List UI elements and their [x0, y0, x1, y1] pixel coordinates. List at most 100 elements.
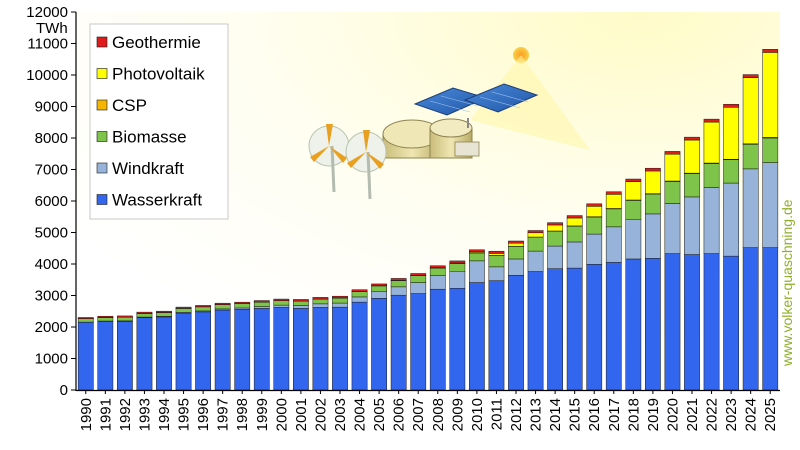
bar-wasserkraft-2015 [566, 267, 583, 391]
x-tick-label: 2011 [488, 398, 505, 430]
bar-windkraft-2021 [684, 196, 700, 255]
bar-stack-1997 [214, 302, 231, 391]
bar-biomasse-1999 [253, 301, 270, 307]
x-tick-label: 2015 [567, 398, 584, 431]
bar-biomasse-1994 [156, 312, 172, 317]
bar-geothermie-2008 [429, 265, 446, 268]
bar-wasserkraft-2000 [273, 307, 290, 391]
bar-windkraft-2000 [273, 304, 290, 308]
bar-biomasse-2021 [684, 173, 700, 198]
legend-label: Geothermie [112, 33, 201, 52]
bar-geothermie-2000 [273, 298, 290, 301]
bar-geothermie-1991 [97, 315, 114, 318]
bar-biomasse-1998 [234, 303, 251, 309]
bar-biomasse-2013 [527, 236, 544, 252]
bar-windkraft-2022 [703, 187, 720, 254]
bar-geothermie-2009 [449, 260, 466, 264]
bar-stack-2010 [469, 249, 485, 391]
x-tick-label: 2012 [508, 398, 525, 431]
bar-wasserkraft-2017 [605, 262, 622, 391]
bar-geothermie-1999 [253, 300, 270, 303]
bar-biomasse-2019 [645, 193, 661, 215]
bar-geothermie-2002 [312, 297, 329, 300]
bar-stack-2015 [566, 215, 583, 391]
bar-biomasse-1995 [175, 308, 192, 313]
bar-stack-2001 [293, 299, 309, 391]
bar-windkraft-2016 [586, 233, 603, 265]
y-axis: 0 1000 2000 3000 4000 5000 6000 7000 8000 9000 100… [26, 4, 76, 399]
bar-geothermie-1994 [156, 310, 172, 313]
legend-label: Windkraft [112, 159, 184, 178]
x-tick-label: 2017 [606, 398, 623, 431]
bar-wasserkraft-2018 [625, 258, 642, 391]
bar-windkraft-2023 [723, 182, 739, 257]
bar-biomasse-2017 [605, 208, 622, 228]
bar-wasserkraft-2019 [645, 258, 661, 391]
legend-swatch [96, 36, 108, 48]
bar-geothermie-1996 [195, 305, 211, 308]
bar-biomasse-2004 [351, 291, 368, 298]
x-tick-label: 2018 [625, 398, 642, 431]
x-tick-label: 2003 [332, 398, 349, 431]
bar-geothermie-2022 [703, 118, 720, 123]
bar-wasserkraft-1994 [156, 316, 172, 391]
bar-wasserkraft-2023 [723, 255, 739, 391]
bar-biomasse-2008 [429, 267, 446, 276]
bar-wasserkraft-1992 [117, 321, 133, 391]
bar-photovoltaik-2021 [684, 139, 700, 174]
watermark: www.volker-quaschning.de [779, 199, 795, 367]
bar-geothermie-1995 [175, 306, 192, 309]
bar-stack-2016 [586, 203, 603, 391]
bar-stack-2014 [547, 222, 563, 391]
bar-wasserkraft-1993 [136, 317, 153, 391]
bar-geothermie-2004 [351, 289, 368, 292]
bar-stack-2011 [488, 250, 505, 391]
bar-windkraft-2004 [351, 296, 368, 303]
legend-item-photovoltaik: Photovoltaik [96, 65, 205, 84]
bar-biomasse-2018 [625, 200, 642, 220]
bar-geothermie-2018 [625, 178, 642, 182]
x-tick-label: 2009 [449, 398, 466, 431]
x-tick-label: 1997 [215, 398, 232, 431]
bar-photovoltaik-2014 [547, 224, 563, 232]
bar-stack-1995 [175, 306, 192, 391]
bar-photovoltaik-2024 [742, 77, 759, 145]
y-tick-label: 2000 [35, 319, 68, 336]
bar-wasserkraft-2005 [371, 298, 387, 391]
bar-geothermie-2005 [371, 283, 387, 286]
bar-wasserkraft-2021 [684, 254, 700, 391]
bar-stack-2013 [527, 230, 544, 391]
x-tick-label: 2006 [391, 398, 408, 431]
x-tick-label: 2023 [723, 398, 740, 431]
x-axis: 1990 1991 1992 1993 1994 1995 1996 1997 1998 1999… [78, 390, 779, 431]
bar-windkraft-2005 [371, 291, 387, 299]
bar-windkraft-2003 [332, 302, 348, 308]
bar-wasserkraft-2011 [488, 280, 505, 391]
bar-geothermie-2010 [469, 249, 485, 253]
bar-stack-1999 [253, 300, 270, 391]
bar-stack-1992 [117, 315, 133, 391]
bar-windkraft-2007 [410, 282, 427, 294]
x-tick-label: 1996 [195, 398, 212, 431]
bar-biomasse-2016 [586, 216, 603, 235]
bar-photovoltaik-2020 [664, 154, 681, 182]
solar-panel-icon [413, 83, 539, 116]
bar-geothermie-2007 [410, 273, 427, 276]
bar-photovoltaik-2017 [605, 194, 622, 209]
bar-wasserkraft-2001 [293, 308, 309, 391]
bar-windkraft-2002 [312, 303, 329, 308]
x-tick-label: 2016 [586, 398, 603, 431]
bar-biomasse-2010 [469, 252, 485, 262]
bar-biomasse-2025 [762, 137, 779, 163]
bar-wasserkraft-2020 [664, 253, 681, 391]
bar-geothermie-1993 [136, 311, 153, 314]
bar-geothermie-2021 [684, 136, 700, 141]
bar-geothermie-1990 [77, 317, 94, 319]
bar-biomasse-2001 [293, 300, 309, 306]
bar-windkraft-2011 [488, 266, 505, 281]
x-tick-label: 2021 [684, 398, 701, 431]
bar-windkraft-2012 [508, 258, 524, 276]
legend-swatch [96, 68, 108, 79]
bar-wasserkraft-2003 [332, 306, 348, 391]
